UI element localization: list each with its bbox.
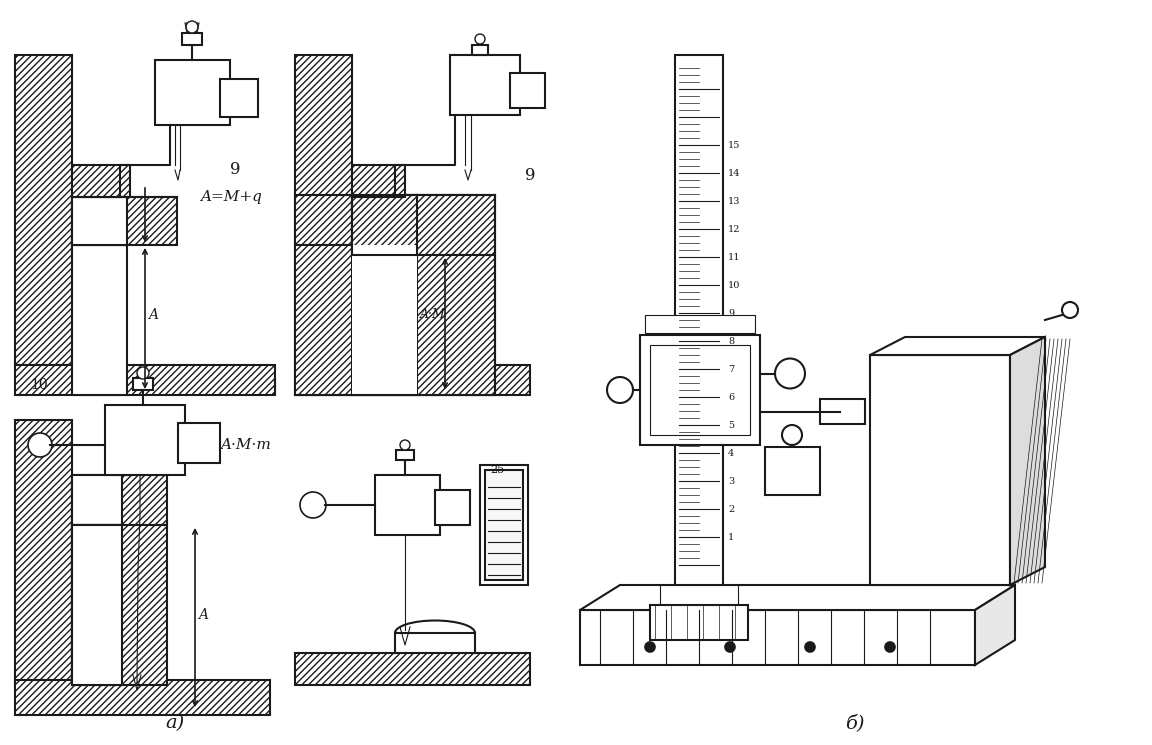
Bar [435,490,470,525]
Bar [353,195,417,245]
Text: A·M: A·M [420,308,446,322]
Text: A·M·m: A·M·m [220,438,271,452]
Bar [353,195,472,245]
Bar [450,55,520,115]
Bar [295,55,353,365]
Bar [295,245,353,395]
Bar [71,525,122,685]
Text: 1: 1 [728,533,734,542]
Bar [15,365,275,395]
Bar [510,73,545,108]
Text: 13: 13 [728,197,741,206]
Bar [71,197,177,245]
Text: 14: 14 [728,168,741,177]
Text: 8: 8 [728,337,734,346]
Text: 12: 12 [728,224,741,233]
Polygon shape [1010,337,1045,585]
Bar [870,355,1010,585]
Text: 15: 15 [728,141,741,150]
Bar [71,197,127,245]
Bar [71,165,130,197]
Text: 3: 3 [728,477,734,486]
Circle shape [645,642,655,652]
Text: A: A [147,308,158,322]
Circle shape [1062,302,1078,318]
Circle shape [725,642,735,652]
Text: 10: 10 [728,281,741,290]
Circle shape [300,492,326,518]
Circle shape [28,433,52,457]
Bar [105,405,185,475]
Polygon shape [870,337,1045,355]
Bar [472,45,488,55]
Bar [295,365,530,395]
Circle shape [137,367,149,379]
Text: 2: 2 [728,504,734,513]
Text: 10: 10 [30,378,47,392]
Bar [295,653,530,685]
Bar [156,60,230,125]
Bar [376,475,440,535]
Bar [660,585,738,605]
Bar [295,195,353,245]
Bar [650,345,750,435]
Circle shape [805,642,814,652]
Bar [182,33,202,45]
Bar [71,245,127,395]
Bar [480,465,528,585]
Bar [179,423,220,463]
Circle shape [782,425,802,445]
Bar [353,195,495,255]
Bar [353,255,417,395]
Circle shape [775,358,805,388]
Bar [641,335,760,445]
Bar [132,378,153,390]
Bar [650,605,748,640]
Circle shape [400,440,410,450]
Bar [353,245,417,395]
Text: 6: 6 [728,393,734,402]
Bar [353,245,417,255]
Polygon shape [579,585,1015,610]
Polygon shape [975,585,1015,665]
Text: 7: 7 [728,364,734,373]
Bar [15,680,270,715]
Bar [220,79,258,117]
Bar [820,399,865,424]
Bar [71,525,167,685]
Bar [675,55,723,585]
Bar [396,450,414,460]
Text: 25: 25 [490,465,505,475]
Bar [579,610,975,665]
Text: а): а) [166,714,184,732]
Text: 4: 4 [728,448,734,457]
Bar [485,470,523,580]
Bar [71,475,167,525]
Bar [353,245,417,395]
Circle shape [185,21,198,33]
Circle shape [475,34,485,44]
Circle shape [607,377,632,403]
Bar [765,447,820,495]
Bar [417,255,495,395]
Text: 9: 9 [728,308,734,317]
Circle shape [885,642,895,652]
Bar [71,525,122,685]
Bar [15,420,71,685]
Text: A=M+q: A=M+q [200,190,262,204]
Bar [353,165,406,197]
Text: 11: 11 [728,253,741,261]
Bar [645,315,755,333]
Text: 5: 5 [728,420,734,430]
Text: 9: 9 [525,166,536,183]
Text: б): б) [846,714,865,732]
Bar [15,55,71,365]
Text: A: A [198,608,209,622]
Text: 9: 9 [230,162,241,179]
Bar [71,475,122,525]
